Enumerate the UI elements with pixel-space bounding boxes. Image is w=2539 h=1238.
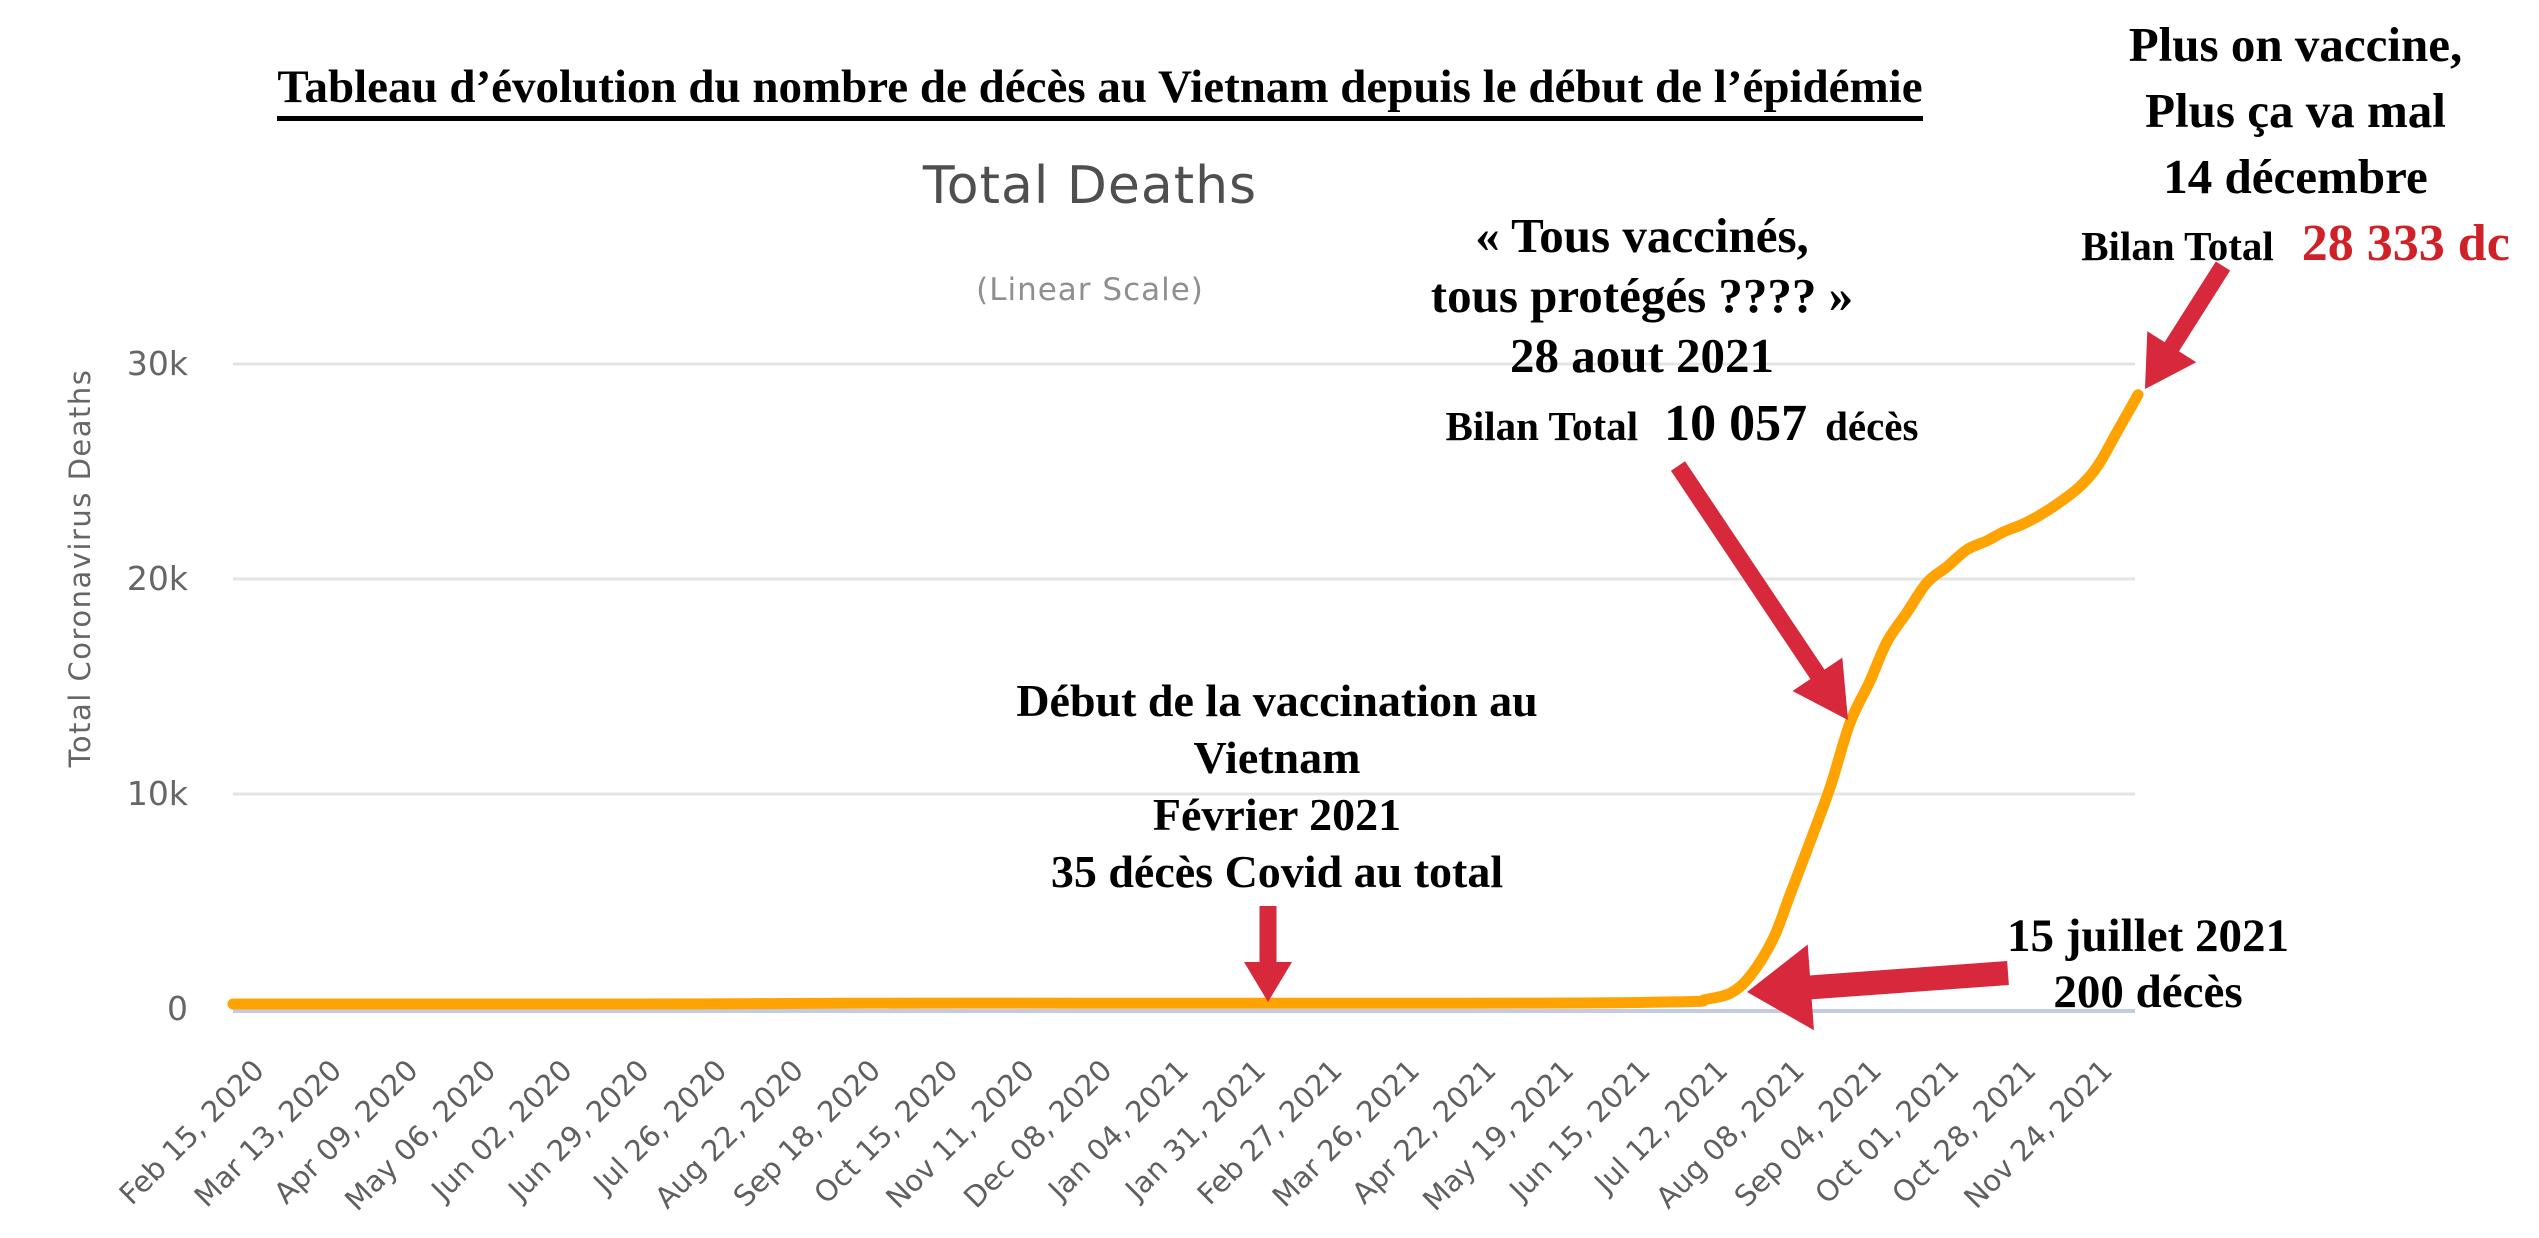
bilan-value-red: 28 333 dc xyxy=(2301,215,2510,272)
arrow-to-curve-august-shaft xyxy=(1670,461,1828,685)
y-tick-label-20k: 20k xyxy=(126,559,188,598)
bilan-total-august: Bilan Total 10 057 décès xyxy=(1352,394,2012,453)
bilan-total-december: Bilan Total 28 333 dc xyxy=(2052,214,2539,273)
bilan-value: 10 057 xyxy=(1664,395,1808,452)
annotation-line: Début de la vaccination au xyxy=(1016,675,1538,726)
arrow-to-curve-august-head xyxy=(1792,657,1848,720)
annotation-vaccination-start-block: Début de la vaccination au Vietnam Févri… xyxy=(967,672,1587,900)
annotation-july-block: 15 juillet 2021 200 décès xyxy=(1943,908,2353,1020)
chart-subtitle: (Linear Scale) xyxy=(976,272,1204,308)
page-title: Tableau d’évolution du nombre de décès a… xyxy=(0,60,2200,121)
bilan-suffix: décès xyxy=(1825,403,1919,449)
annotation-line: Février 2021 xyxy=(1152,789,1402,840)
arrow-down-vaccination-start-head xyxy=(1244,962,1292,1002)
y-tick-label-30k: 30k xyxy=(126,344,188,383)
annotation-line: Vietnam xyxy=(1193,732,1361,783)
bilan-label: Bilan Total xyxy=(2081,223,2274,269)
annotation-line: 28 aout 2021 xyxy=(1509,328,1775,383)
arrow-to-curve-end-december-shaft xyxy=(2161,261,2231,357)
annotation-line: « Tous vaccinés, xyxy=(1475,208,1809,263)
annotation-line: 35 décès Covid au total xyxy=(1050,846,1504,897)
annotation-line: 14 décembre xyxy=(2163,149,2428,204)
annotation-line: Plus on vaccine, xyxy=(2128,17,2463,72)
annotation-august-block: « Tous vaccinés, tous protégés ???? » 28… xyxy=(1312,206,1972,453)
bilan-label: Bilan Total xyxy=(1445,403,1639,449)
y-tick-label-0: 0 xyxy=(167,989,188,1028)
y-tick-label-10k: 10k xyxy=(126,774,188,813)
arrow-left-july-head xyxy=(1747,944,1814,1031)
annotation-line: Plus ça va mal xyxy=(2145,83,2446,138)
annotation-line: tous protégés ???? » xyxy=(1430,268,1854,323)
arrow-left-july-shaft xyxy=(1803,961,2009,1000)
deaths-curve xyxy=(227,389,2144,1010)
annotation-line: 15 juillet 2021 xyxy=(2007,910,2289,962)
arrow-to-curve-end-december-head xyxy=(2145,331,2197,389)
chart-title: Total Deaths xyxy=(922,156,1258,216)
annotation-line: 200 décès xyxy=(2053,966,2243,1018)
page-title-text: Tableau d’évolution du nombre de décès a… xyxy=(277,61,1923,121)
annotation-december-block: Plus on vaccine, Plus ça va mal 14 décem… xyxy=(2052,12,2539,273)
